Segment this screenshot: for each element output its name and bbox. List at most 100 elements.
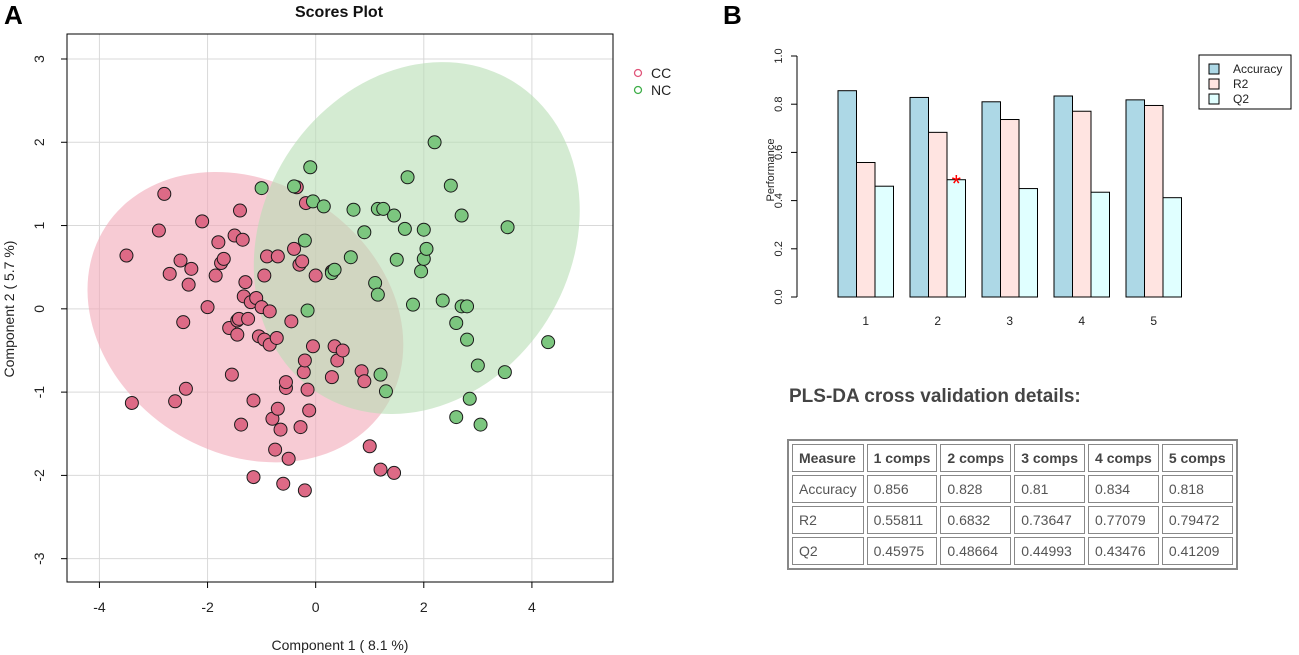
cv-cell-value: 0.834 [1088,475,1159,503]
legend-marker-cc [633,68,643,78]
cv-table-body: Accuracy 0.856 0.828 0.81 0.834 0.818 R2 0.5581… [792,475,1233,565]
data-point-cc [234,417,249,432]
x-tick-label: 4 [528,599,536,615]
bar-accuracy [1125,99,1145,298]
y-tick-label: 0.6 [773,145,785,160]
data-point-cc [235,232,250,247]
scores-plot-title: Scores Plot [295,4,384,21]
cv-column-header: Measure [792,444,864,472]
data-point-nc [500,220,515,235]
cv-table-row: R2 0.55811 0.6832 0.73647 0.77079 0.79472 [792,506,1233,534]
cv-table: Measure 1 comps 2 comps 3 comps 4 comps 5 com… [787,439,1238,570]
y-tick-label: 2 [31,138,47,146]
bar-r2 [856,161,876,298]
data-point-cc [211,235,226,250]
data-point-nc [427,135,442,150]
x-tick-label: 2 [420,599,428,615]
data-point-cc [300,382,315,397]
x-category-label: 5 [1150,314,1157,328]
data-point-nc [419,241,434,256]
x-category-label: 2 [934,314,941,328]
cv-cell-value: 0.44993 [1014,537,1086,565]
data-point-cc [184,261,199,276]
data-point-nc [357,225,372,240]
cv-table-row: Q2 0.45975 0.48664 0.44993 0.43476 0.41209 [792,537,1233,565]
data-point-nc [473,417,488,432]
bar-accuracy [981,101,1001,298]
cv-row-measure: Q2 [792,537,864,565]
data-point-cc [387,465,402,480]
cv-cell-value: 0.81 [1014,475,1086,503]
data-point-cc [168,394,183,409]
data-point-cc [200,300,215,315]
scores-x-axis-label: Component 1 ( 8.1 %) [272,637,409,653]
scores-plot: -4 -2 0 2 4 -3 -2 -1 0 1 2 3 Scores Plot Component 1 … [1,4,671,653]
data-point-nc [254,181,269,196]
data-point-cc [308,268,323,283]
data-point-cc [297,353,312,368]
data-point-nc [460,332,475,347]
data-point-nc [454,208,469,223]
data-point-cc [296,365,311,380]
legend-swatch-r2 [1208,78,1220,90]
data-point-nc [470,358,485,373]
data-point-cc [124,395,139,410]
data-point-nc [460,299,475,314]
best-model-marker: * [952,171,961,198]
data-point-nc [405,297,420,312]
y-tick-label: -2 [31,469,47,482]
cv-cell-value: 0.79472 [1161,506,1233,534]
cv-cell-value: 0.55811 [866,506,938,534]
data-point-cc [295,254,310,269]
data-point-nc [343,250,358,265]
data-point-cc [241,311,256,326]
cv-column-header: 3 comps [1014,444,1086,472]
cv-row-measure: Accuracy [792,475,864,503]
data-point-cc [181,277,196,292]
cv-column-header: 1 comps [866,444,938,472]
legend-label-accuracy: Accuracy [1233,62,1282,76]
data-point-nc [541,335,556,350]
cv-table-row: Accuracy 0.856 0.828 0.81 0.834 0.818 [792,475,1233,503]
x-tick-label: -4 [93,599,106,615]
y-tick-label: 0.4 [773,193,785,208]
legend-swatch-q2 [1208,93,1220,105]
plot-frame [66,33,614,583]
y-tick-label: 0.2 [773,241,785,256]
data-point-cc [276,476,291,491]
bar-q2 [1018,188,1038,298]
y-tick-label: 0 [31,305,47,313]
cv-cell-value: 0.45975 [866,537,938,565]
data-point-cc [362,439,377,454]
data-point-nc [435,293,450,308]
data-point-nc [400,170,415,185]
cv-heading: PLS-DA cross validation details: [789,386,1081,407]
cv-cell-value: 0.828 [940,475,1012,503]
bar-accuracy [837,90,857,298]
data-point-nc [378,384,393,399]
cv-cell-value: 0.48664 [940,537,1012,565]
data-point-nc [497,365,512,380]
data-point-nc [416,222,431,237]
data-point-cc [151,223,166,238]
data-point-nc [373,367,388,382]
data-point-nc [370,287,385,302]
data-point-nc [397,221,412,236]
data-point-cc [373,462,388,477]
bar-q2 [874,185,894,298]
data-point-cc [302,403,317,418]
legend-swatch-accuracy [1208,63,1220,75]
x-category-label: 1 [862,314,869,328]
data-point-cc [230,327,245,342]
bar-r2 [1072,110,1092,298]
y-tick-label: 3 [31,55,47,63]
bar-q2 [1090,191,1110,298]
data-point-cc [287,241,302,256]
data-point-nc [316,199,331,214]
data-point-cc [270,249,285,264]
x-tick-label: 0 [312,599,320,615]
y-tick-label: 0.8 [773,97,785,112]
bar-r2 [1144,104,1164,298]
data-point-nc [387,208,402,223]
cv-cell-value: 0.856 [866,475,938,503]
